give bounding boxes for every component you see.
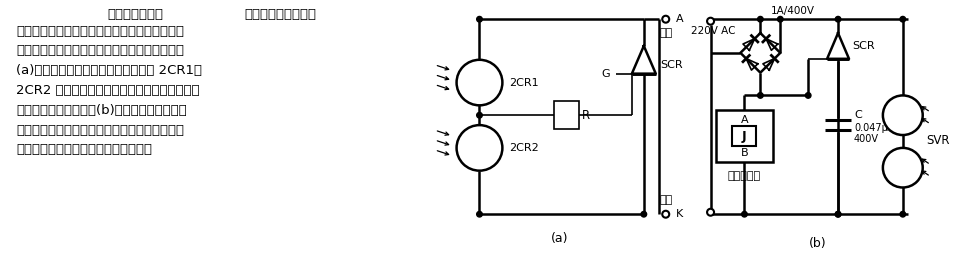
Text: 交流接触器: 交流接触器 xyxy=(728,170,761,181)
Text: 需要电源供电，虽然集成光控可控硅开关时不需: 需要电源供电，虽然集成光控可控硅开关时不需 xyxy=(16,24,184,38)
Text: B: B xyxy=(741,148,748,158)
Circle shape xyxy=(477,211,482,217)
Circle shape xyxy=(900,16,905,22)
Bar xyxy=(733,126,757,146)
Circle shape xyxy=(806,93,811,98)
Text: G: G xyxy=(602,69,610,79)
Text: 要电源，但是难以满足灵敏度、高耐压等要求。: 要电源，但是难以满足灵敏度、高耐压等要求。 xyxy=(16,44,184,57)
Text: (a)电路为无电源光控直流开关，其中 2CR1、: (a)电路为无电源光控直流开关，其中 2CR1、 xyxy=(16,64,202,77)
Text: K: K xyxy=(675,209,683,219)
Circle shape xyxy=(457,125,502,171)
Text: J: J xyxy=(742,130,746,142)
Circle shape xyxy=(883,95,923,135)
Text: 无电源光控开关: 无电源光控开关 xyxy=(108,8,164,21)
Text: 产生电压并输出电流。(b)电路为无电源光控交: 产生电压并输出电流。(b)电路为无电源光控交 xyxy=(16,104,187,117)
Circle shape xyxy=(477,112,482,118)
Text: SCR: SCR xyxy=(852,41,875,51)
Circle shape xyxy=(741,211,747,217)
Text: C: C xyxy=(854,110,862,120)
Text: A: A xyxy=(741,115,748,125)
Text: (a): (a) xyxy=(551,232,568,246)
Circle shape xyxy=(835,211,841,217)
Circle shape xyxy=(641,211,647,217)
Text: 220V AC: 220V AC xyxy=(691,26,735,36)
Text: 流开关，如果负载电流不大，可以不用交流接触: 流开关，如果负载电流不大，可以不用交流接触 xyxy=(16,123,184,137)
Text: 器，将负载直接接在交流接触器位置。: 器，将负载直接接在交流接触器位置。 xyxy=(16,143,152,156)
Circle shape xyxy=(477,16,482,22)
Text: 1A/400V: 1A/400V xyxy=(771,6,815,16)
Circle shape xyxy=(662,211,670,218)
Circle shape xyxy=(835,211,841,217)
Text: 400V: 400V xyxy=(854,134,879,144)
Circle shape xyxy=(758,16,764,22)
Text: A: A xyxy=(675,14,683,24)
Text: R: R xyxy=(582,109,590,122)
Bar xyxy=(716,110,773,162)
Text: 0.047μ: 0.047μ xyxy=(854,123,888,133)
Circle shape xyxy=(778,16,783,22)
Circle shape xyxy=(900,211,905,217)
Circle shape xyxy=(662,16,670,23)
Circle shape xyxy=(457,60,502,105)
Text: 2CR1: 2CR1 xyxy=(510,78,539,87)
Text: SVR: SVR xyxy=(926,134,950,147)
Circle shape xyxy=(835,16,841,22)
Circle shape xyxy=(883,148,923,188)
Text: 通常的光控开关本身: 通常的光控开关本身 xyxy=(244,8,316,21)
Text: 2CR2 为密栅高速硅光电池，用于接收光信号，: 2CR2 为密栅高速硅光电池，用于接收光信号， xyxy=(16,84,200,97)
Text: 阴极: 阴极 xyxy=(659,195,673,205)
Text: SCR: SCR xyxy=(660,60,682,70)
Text: 2CR2: 2CR2 xyxy=(510,143,539,153)
Circle shape xyxy=(758,93,764,98)
Text: 阳极: 阳极 xyxy=(659,28,673,38)
Text: (b): (b) xyxy=(810,237,827,251)
Circle shape xyxy=(707,18,714,25)
Bar xyxy=(554,101,579,129)
Circle shape xyxy=(707,209,714,216)
